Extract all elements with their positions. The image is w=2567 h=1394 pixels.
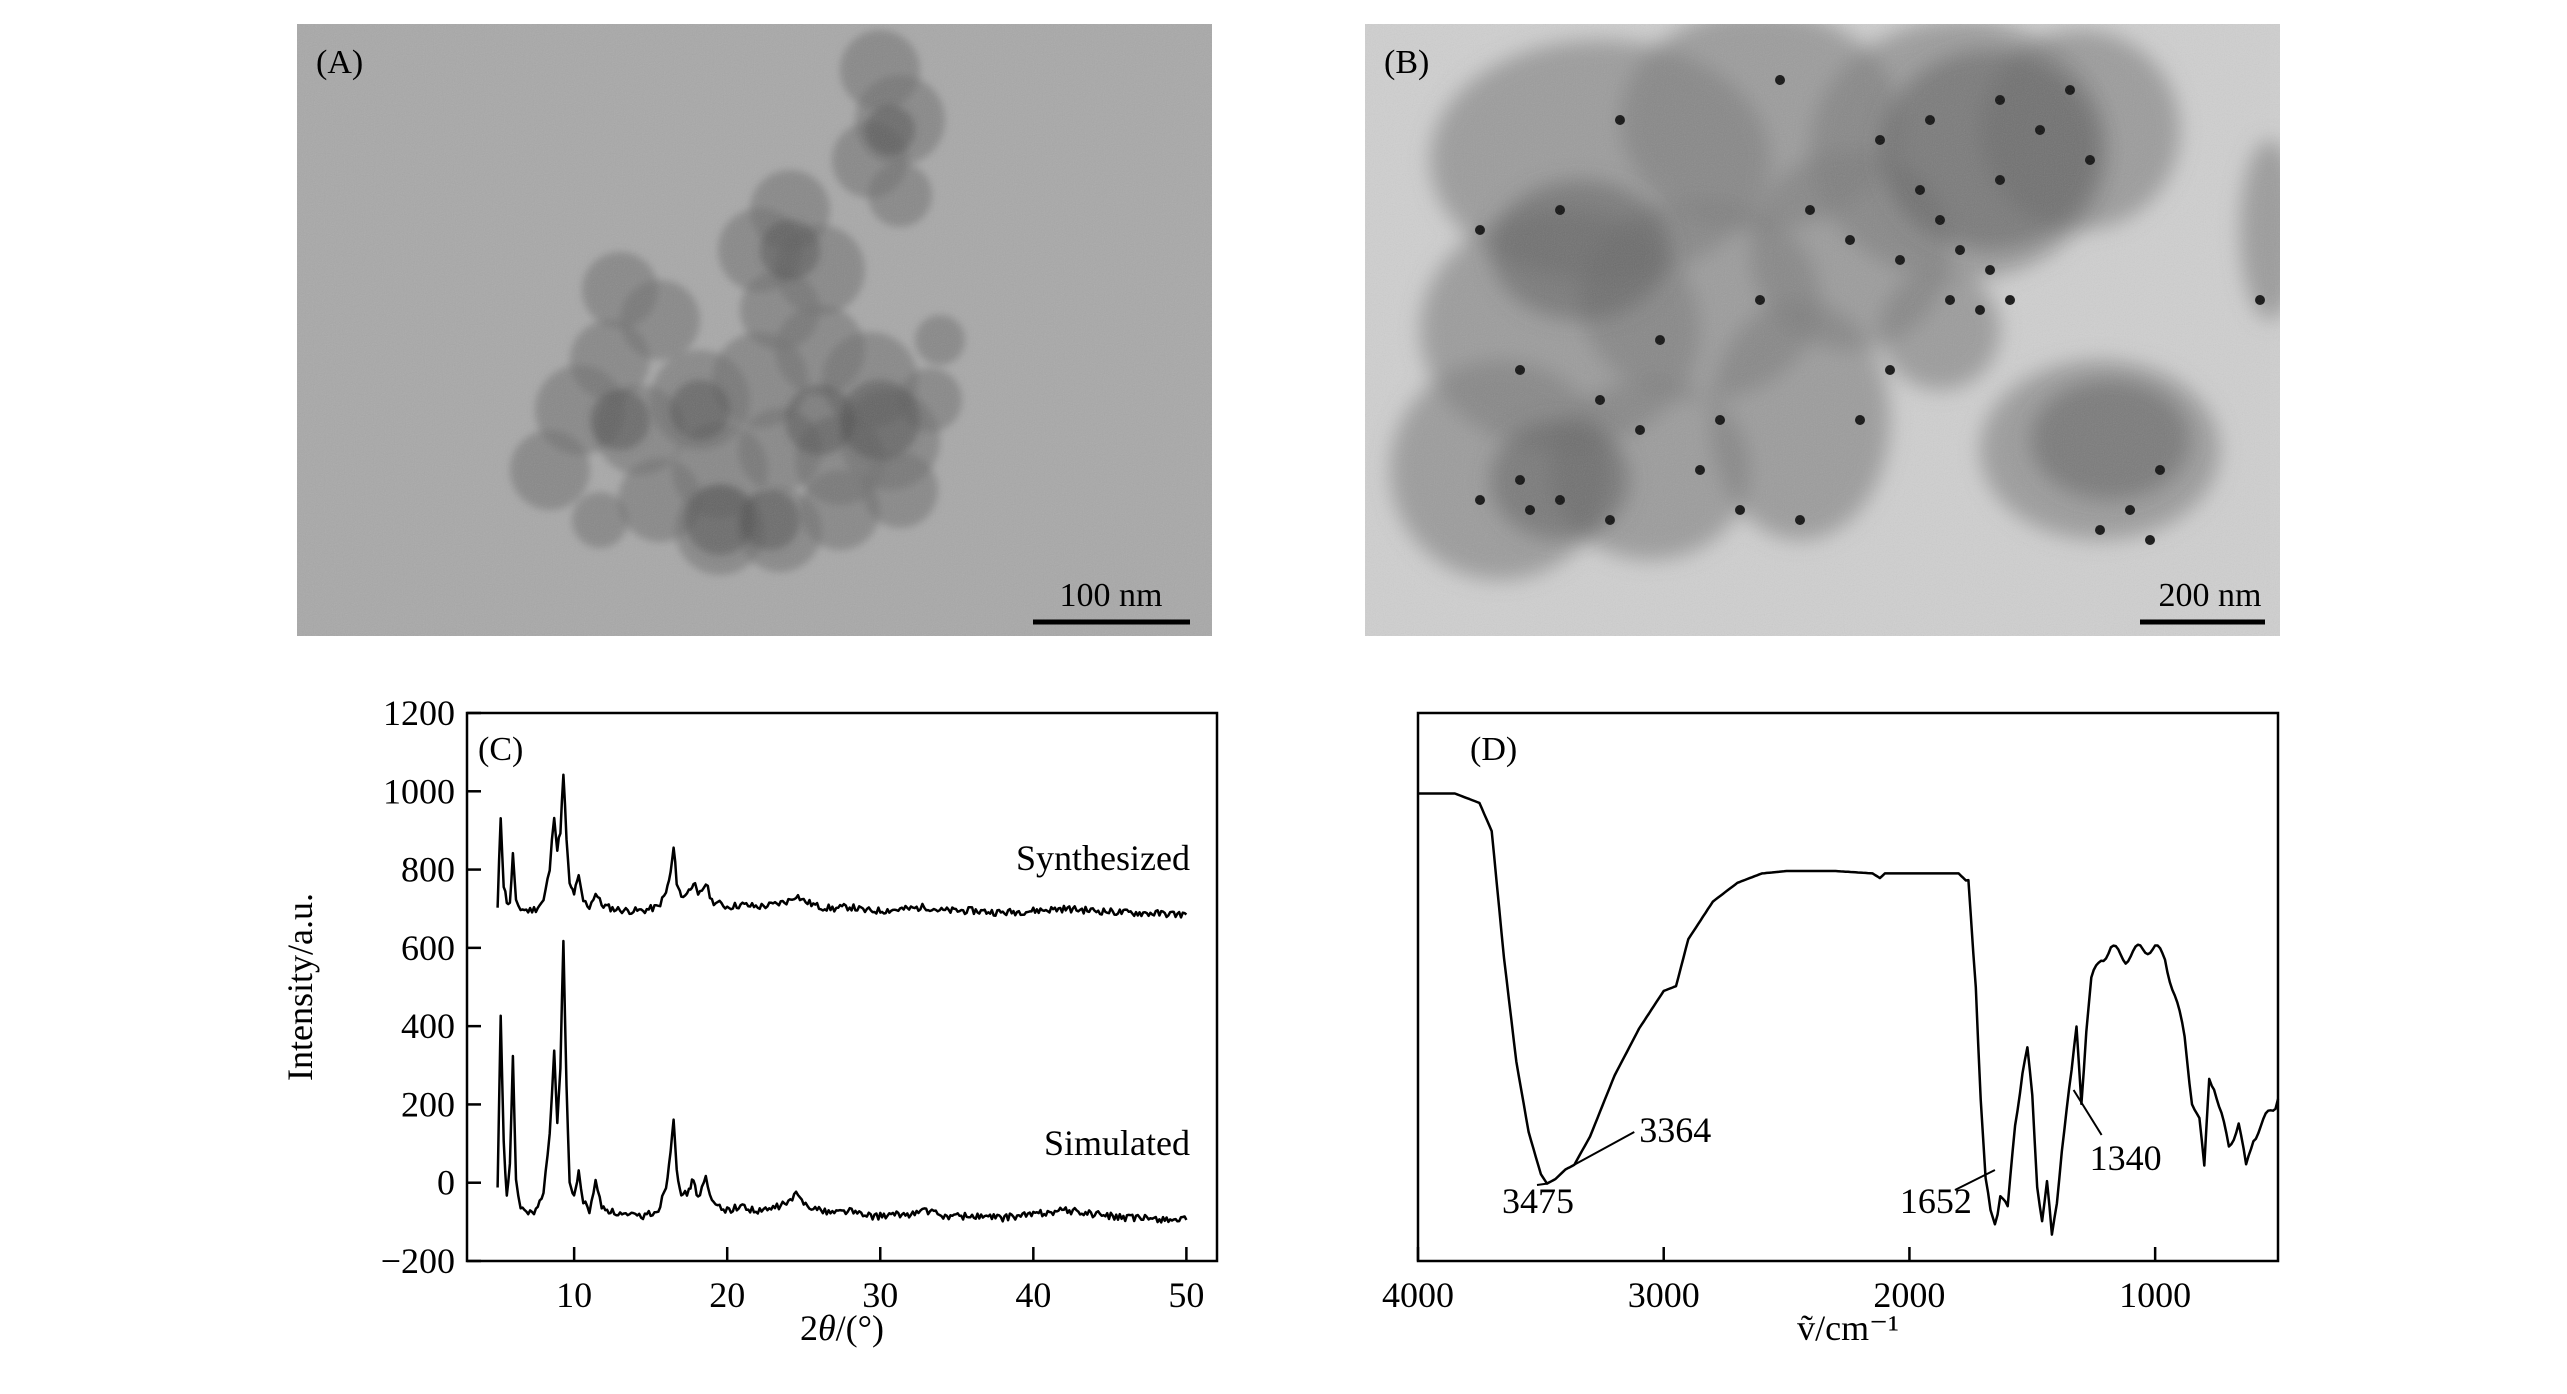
scale-bar-a-label: 100 nm — [1060, 577, 1163, 614]
xrd-y-axis-label: Intensity/a.u. — [280, 893, 320, 1081]
panel-d-label: (D) — [1470, 731, 1517, 768]
ftir-annotation-leader — [1954, 1169, 1996, 1191]
panel-b-micrograph — [1365, 24, 2280, 636]
xrd-series-line-synthesized — [496, 773, 1188, 919]
xrd-y-tick-label: 0 — [437, 1163, 455, 1203]
ftir-annotation-leader — [2072, 1089, 2103, 1136]
xrd-chart: (C) 2θ/(°) Intensity/a.u. Synthesized Si… — [280, 693, 1219, 1348]
ftir-annotation-label: 3475 — [1502, 1181, 1574, 1221]
panel-c-label: (C) — [478, 731, 523, 768]
xrd-series-line-simulated — [496, 939, 1188, 1224]
xrd-x-axis-label: 2θ/(°) — [800, 1308, 884, 1348]
scale-bar-b-label: 200 nm — [2159, 577, 2262, 614]
ftir-spectrum-line — [1418, 792, 2280, 1236]
xrd-x-tick-label: 50 — [1168, 1275, 1204, 1315]
ftir-x-tick-label: 1000 — [2119, 1275, 2191, 1315]
xrd-y-tick-label: 1000 — [383, 771, 455, 811]
panel-a-micrograph — [297, 24, 1212, 636]
xrd-y-tick-label: 1200 — [383, 693, 455, 733]
ftir-x-tick-label: 4000 — [1382, 1275, 1454, 1315]
xrd-y-tick-label: 200 — [401, 1084, 455, 1124]
ftir-x-axis-label: ṽ/cm⁻¹ — [1797, 1308, 1899, 1348]
panel-a-label: (A) — [316, 44, 363, 81]
ftir-annotation-leader — [1573, 1131, 1635, 1166]
ftir-plot-frame — [1416, 711, 2280, 1263]
xrd-y-tick-label: 600 — [401, 928, 455, 968]
xrd-y-tick-label: 800 — [401, 850, 455, 890]
xrd-plot-frame — [465, 711, 1219, 1263]
ftir-annotation-label: 3364 — [1639, 1110, 1711, 1150]
xrd-x-tick-label: 20 — [709, 1275, 745, 1315]
xrd-x-tick-label: 30 — [862, 1275, 898, 1315]
ftir-x-tick-label: 2000 — [1873, 1275, 1945, 1315]
xrd-x-tick-label: 10 — [556, 1275, 592, 1315]
panel-b-label: (B) — [1384, 44, 1429, 81]
ftir-annotation-label: 1340 — [2090, 1138, 2162, 1178]
ftir-chart: (D) ṽ/cm⁻¹ 4000 3000 2000 1000 3475 3364 1652 1… — [1382, 711, 2280, 1348]
xrd-y-tick-label: −200 — [381, 1241, 455, 1281]
xrd-series-label-simulated: Simulated — [1044, 1123, 1190, 1163]
ftir-annotation-leader — [1536, 1182, 1548, 1186]
ftir-x-tick-label: 3000 — [1628, 1275, 1700, 1315]
ftir-annotation-label: 1652 — [1900, 1181, 1972, 1221]
xrd-x-tick-label: 40 — [1015, 1275, 1051, 1315]
xrd-series-label-synthesized: Synthesized — [1016, 838, 1190, 878]
xrd-y-tick-label: 400 — [401, 1006, 455, 1046]
